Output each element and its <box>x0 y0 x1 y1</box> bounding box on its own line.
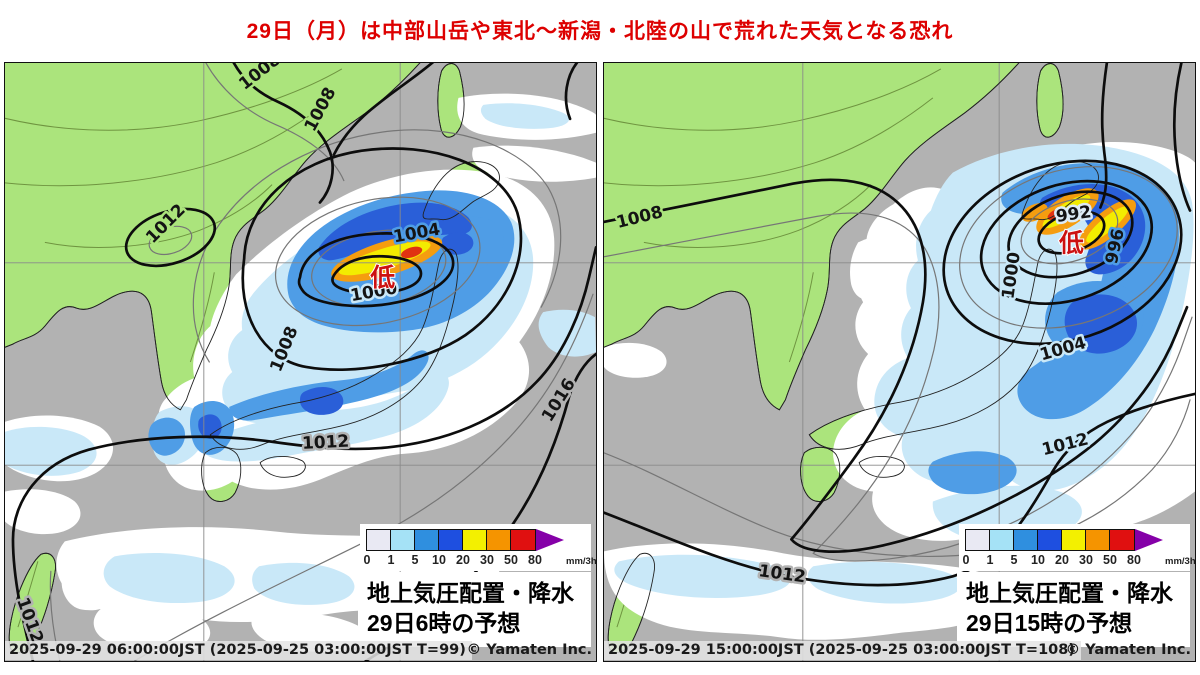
map-caption: 地上気圧配置・降水 29日6時の予想 <box>358 572 591 647</box>
legend-unit: mm/3h <box>1165 556 1196 567</box>
legend-ticks: 0 1 5 10 20 30 50 80 mm/3h <box>363 553 596 568</box>
map-caption: 地上気圧配置・降水 29日15時の予想 <box>957 572 1190 647</box>
legend-cell <box>966 530 990 550</box>
legend-tick: 0 <box>962 553 970 567</box>
legend-tick: 10 <box>1031 553 1045 567</box>
legend-arrow-icon <box>1135 529 1163 551</box>
legend-tick: 20 <box>456 553 470 567</box>
legend-tick: 0 <box>363 553 371 567</box>
legend-cell <box>391 530 415 550</box>
legend-tick: 30 <box>480 553 494 567</box>
legend-tick: 5 <box>411 553 419 567</box>
legend-unit: mm/3h <box>566 556 597 567</box>
legend-cell <box>463 530 487 550</box>
timestamp: 2025-09-29 06:00:00JST (2025-09-25 03:00… <box>5 641 472 660</box>
legend-cell <box>511 530 535 550</box>
precip-heavy-layer <box>198 202 474 439</box>
legend-tick: 5 <box>1010 553 1018 567</box>
legend-tick: 50 <box>1103 553 1117 567</box>
caption-line-1: 地上気圧配置・降水 <box>966 580 1173 606</box>
legend-colorbar <box>366 529 536 551</box>
isobar-label: 1012 <box>302 430 350 452</box>
legend-arrow-icon <box>536 529 564 551</box>
legend-tick: 50 <box>504 553 518 567</box>
legend-cell <box>367 530 391 550</box>
page-title: 29日（月）は中部山岳や東北～新潟・北陸の山で荒れた天気となる恐れ <box>246 20 954 43</box>
legend-cell <box>439 530 463 550</box>
precip-intense-layer <box>1021 188 1137 250</box>
legend-colorbar <box>965 529 1135 551</box>
precip-intense-layer <box>331 234 443 282</box>
map-panel-right: 1008 992 996 1000 1004 1012 1012 低 0 <box>603 62 1196 662</box>
legend-cell <box>415 530 439 550</box>
legend-cell <box>1014 530 1038 550</box>
legend-tick: 10 <box>432 553 446 567</box>
legend-cell <box>1110 530 1134 550</box>
low-pressure-marker: 低 <box>369 264 395 292</box>
isobar-minor-layer <box>49 63 594 661</box>
copyright: © Yamaten Inc. <box>1065 642 1191 658</box>
legend-tick: 1 <box>986 553 994 567</box>
legend-ticks: 0 1 5 10 20 30 50 80 mm/3h <box>962 553 1195 568</box>
legend-tick: 30 <box>1079 553 1093 567</box>
rain-legend: 0 1 5 10 20 30 50 80 mm/3h <box>959 524 1195 571</box>
legend-cell <box>990 530 1014 550</box>
legend-cell <box>487 530 511 550</box>
timestamp-bar: 2025-09-29 06:00:00JST (2025-09-25 03:00… <box>5 641 596 661</box>
rain-legend: 0 1 5 10 20 30 50 80 mm/3h <box>360 524 596 571</box>
timestamp-bar: 2025-09-29 15:00:00JST (2025-09-25 03:00… <box>604 641 1195 661</box>
legend-tick: 80 <box>1127 553 1141 567</box>
timestamp: 2025-09-29 15:00:00JST (2025-09-25 03:00… <box>604 641 1081 660</box>
legend-tick: 20 <box>1055 553 1069 567</box>
low-pressure-marker: 低 <box>1058 229 1084 257</box>
legend-tick: 80 <box>528 553 542 567</box>
isobar-major-layer <box>604 63 1195 587</box>
legend-cell <box>1038 530 1062 550</box>
copyright: © Yamaten Inc. <box>466 642 592 658</box>
caption-line-2: 29日15時の予想 <box>966 610 1133 637</box>
legend-cell <box>1062 530 1086 550</box>
map-panel-left: 1008 1008 1012 1004 1000 1008 1012 1016 … <box>4 62 597 662</box>
caption-line-2: 29日6時の予想 <box>367 610 521 637</box>
legend-cell <box>1086 530 1110 550</box>
legend-tick: 1 <box>387 553 395 567</box>
caption-line-1: 地上気圧配置・降水 <box>367 580 574 606</box>
